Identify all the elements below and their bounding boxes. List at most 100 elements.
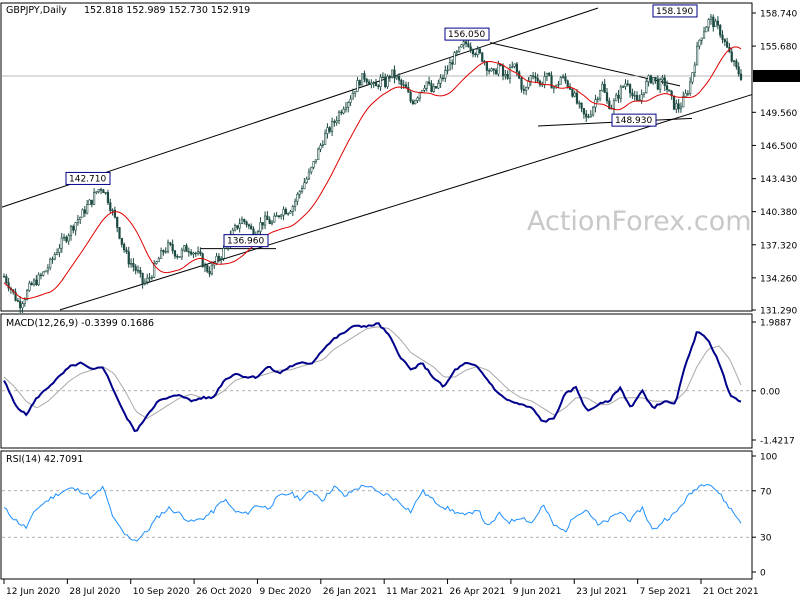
candle-body: [305, 178, 308, 183]
candle-body: [522, 88, 525, 91]
candle-body: [702, 31, 706, 39]
candle-body: [358, 80, 361, 86]
y-tick-label: 137.320: [760, 241, 797, 251]
candle-body: [37, 274, 40, 285]
candle-body: [700, 37, 703, 41]
candle-body: [236, 225, 239, 229]
candle-body: [737, 66, 740, 75]
x-tick-label: 26 Oct 2020: [196, 587, 252, 597]
candle-body: [319, 145, 322, 150]
candle-body: [69, 226, 73, 236]
candle-body: [97, 189, 100, 192]
candle-body: [303, 182, 306, 189]
candle-body: [686, 93, 689, 95]
candle-body: [550, 75, 553, 89]
candle-body: [190, 251, 193, 255]
candle-body: [716, 20, 719, 26]
candle-body: [381, 76, 384, 79]
y-tick-label: 131.290: [760, 307, 797, 317]
candle-body: [111, 209, 114, 212]
candle-body: [404, 84, 408, 88]
candle-body: [425, 81, 428, 89]
candle-body: [314, 159, 317, 162]
candle-body: [490, 68, 493, 72]
candle-body: [520, 77, 523, 90]
candle-body: [19, 300, 22, 309]
x-tick-label: 23 Jul 2021: [576, 587, 627, 597]
rsi-title: RSI(14) 42.7091: [6, 454, 83, 465]
candle-body: [432, 86, 435, 92]
candle-body: [400, 79, 403, 85]
candle-body: [74, 222, 77, 231]
candle-body: [2, 276, 6, 278]
candle-body: [275, 215, 278, 217]
candle-body: [263, 215, 267, 226]
candle-body: [536, 77, 539, 82]
x-tick-label: 7 Sep 2021: [640, 587, 691, 597]
candle-body: [247, 224, 250, 227]
candle-body: [120, 237, 123, 245]
candle-body: [393, 69, 396, 79]
candle-body: [469, 46, 472, 50]
candle-body: [388, 76, 391, 78]
candle-body: [612, 100, 616, 109]
candle-body: [5, 276, 8, 284]
price-label-box: [611, 113, 657, 127]
candle-body: [601, 83, 604, 91]
candle-body: [333, 121, 336, 123]
candle-body: [485, 61, 488, 71]
candle-body: [273, 215, 276, 223]
candle-body: [471, 49, 475, 55]
candle-body: [617, 94, 620, 99]
price-panel-frame: [0, 2, 753, 312]
candle-body: [428, 81, 431, 84]
candle-body: [578, 102, 581, 105]
candle-body: [675, 103, 678, 110]
candle-body: [455, 51, 458, 53]
candle-body: [26, 290, 29, 300]
candle-body: [176, 255, 179, 258]
candle-body: [206, 265, 209, 272]
candle-body: [53, 254, 56, 260]
rsi-tick-label: 0: [760, 569, 766, 579]
candle-body: [714, 20, 717, 28]
candle-body: [458, 46, 461, 52]
candle-body: [416, 97, 419, 101]
candle-body: [340, 111, 343, 114]
candle-body: [615, 94, 618, 102]
candle-body: [566, 80, 569, 87]
candle-body: [423, 87, 426, 91]
y-tick-label: 155.680: [760, 43, 797, 53]
candle-body: [324, 133, 327, 145]
x-tick-label: 21 Oct 2021: [703, 587, 759, 597]
candle-body: [178, 256, 181, 258]
candle-body: [56, 252, 59, 255]
candle-body: [571, 89, 574, 97]
candle-body: [598, 90, 602, 100]
candle-body: [705, 26, 708, 33]
candle-body: [559, 77, 562, 85]
candle-body: [58, 247, 61, 253]
candle-body: [90, 199, 93, 205]
rsi-tick-label: 70: [760, 487, 772, 497]
moving-average-line: [3, 46, 742, 300]
candle-body: [580, 102, 583, 109]
candle-body: [437, 82, 440, 89]
candle-body: [65, 236, 68, 242]
candle-body: [693, 64, 696, 73]
x-tick-label: 28 Jul 2020: [69, 587, 120, 597]
candle-body: [164, 251, 167, 253]
price-label: 142.710: [69, 174, 106, 184]
candle-body: [367, 81, 371, 85]
candle-body: [451, 62, 454, 65]
macd-tick-label: 0.00: [760, 387, 780, 397]
candle-body: [506, 73, 509, 79]
candle-body: [361, 73, 364, 86]
price-plot: 142.710 136.960 156.050 148.930 158.190: [1, 4, 753, 314]
candle-body: [696, 45, 699, 66]
candle-body: [365, 78, 368, 83]
candle-body: [46, 267, 49, 272]
candle-body: [127, 251, 130, 265]
candle-body: [626, 83, 629, 86]
